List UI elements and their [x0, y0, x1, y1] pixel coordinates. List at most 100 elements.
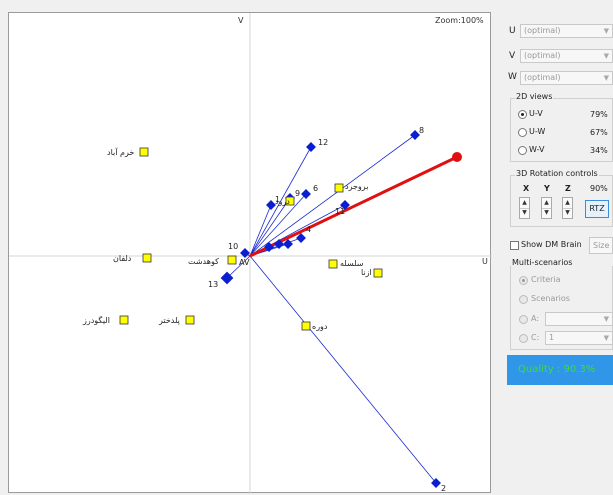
alternative-marker-azna[interactable] — [373, 268, 383, 278]
alternative-marker-kouhdasht[interactable] — [227, 255, 237, 265]
alternative-marker-boroujerd[interactable] — [334, 183, 344, 193]
alternative-marker-aligudarz[interactable] — [119, 315, 129, 325]
decision-axis — [249, 155, 458, 258]
rotation-z-spinner[interactable]: ▲ ▼ — [562, 197, 573, 219]
combo-w[interactable]: (optimal) ▼ — [520, 71, 613, 85]
criterion-marker-12[interactable] — [306, 142, 316, 152]
chevron-down-icon: ▼ — [603, 315, 609, 323]
u-w-pct: 67% — [590, 128, 608, 137]
chevron-down-icon: ▼ — [603, 74, 609, 82]
radio-u-w-label: U-W — [529, 127, 546, 136]
rotation-y-label: Y — [544, 184, 550, 193]
dm-brain-size[interactable]: Size — [589, 237, 613, 254]
dm-brain-label: Show DM Brain — [521, 240, 582, 249]
alternative-marker-khorramabad[interactable] — [139, 147, 149, 157]
criterion-line-12 — [249, 146, 312, 257]
criterion-label-4: 4 — [306, 225, 311, 234]
arrow-up-icon[interactable]: ▲ — [520, 198, 529, 209]
combo-v-prefix: V — [509, 51, 516, 61]
arrow-down-icon[interactable]: ▼ — [565, 209, 570, 216]
criterion-label-9: 9 — [295, 189, 300, 198]
combo-u-prefix: U — [509, 26, 516, 36]
chevron-down-icon: ▼ — [603, 334, 609, 342]
rtz-button[interactable]: RTZ — [585, 200, 609, 218]
alternative-label-dorud: درود — [275, 197, 290, 206]
alternative-label-delfan: دلفان — [113, 254, 132, 263]
criterion-label-8: 8 — [419, 126, 424, 135]
criterion-marker-5[interactable] — [264, 242, 274, 252]
alternative-marker-dorud[interactable] — [285, 196, 295, 206]
dm-brain-checkbox[interactable] — [510, 241, 519, 250]
criterion-label-11: 11 — [335, 207, 345, 216]
criterion-marker-13[interactable] — [220, 271, 234, 285]
alternative-marker-delfan[interactable] — [142, 253, 152, 263]
rotation-x-label: X — [523, 184, 530, 193]
radio-a[interactable] — [519, 315, 528, 324]
radio-u-v[interactable] — [518, 110, 527, 119]
combo-w-value: (optimal) — [524, 73, 561, 82]
radio-u-v-label: U-V — [529, 109, 543, 118]
decision-axis-head — [452, 152, 462, 162]
criterion-marker-2[interactable] — [431, 478, 441, 488]
arrow-up-icon[interactable]: ▲ — [563, 198, 572, 209]
w-v-pct: 34% — [590, 146, 608, 155]
v-axis-label: V — [238, 16, 244, 25]
criterion-marker-10[interactable] — [240, 248, 250, 258]
rotation-pct: 90% — [590, 184, 608, 193]
combo-a[interactable]: ▼ — [545, 312, 613, 326]
radio-criteria[interactable] — [519, 276, 528, 285]
combo-c-value: 1 — [549, 333, 555, 342]
rotation-x-spinner[interactable]: ▲ ▼ — [519, 197, 530, 219]
combo-w-prefix: W — [508, 72, 517, 82]
criterion-line-6 — [249, 193, 307, 257]
criterion-line-9 — [249, 197, 291, 257]
criterion-marker-4[interactable] — [296, 233, 306, 243]
radio-u-w[interactable] — [518, 128, 527, 137]
alternative-label-doureh: دوره — [312, 322, 328, 331]
criterion-marker-11[interactable] — [340, 200, 350, 210]
criterion-marker-7[interactable] — [274, 239, 284, 249]
combo-v[interactable]: (optimal) ▼ — [520, 49, 613, 63]
chevron-down-icon: ▼ — [603, 52, 609, 60]
criterion-line-8 — [249, 134, 416, 257]
arrow-down-icon[interactable]: ▼ — [522, 209, 527, 216]
alternative-marker-doureh[interactable] — [301, 321, 311, 331]
rotation-y-spinner[interactable]: ▲ ▼ — [541, 197, 552, 219]
alternative-label-poldokhtar: پلدختر — [158, 316, 180, 325]
radio-scenarios-label: Scenarios — [531, 294, 570, 303]
arrow-up-icon[interactable]: ▲ — [542, 198, 551, 209]
alternative-label-khorramabad: خرم آباد — [107, 147, 134, 157]
criterion-marker-6[interactable] — [301, 189, 311, 199]
radio-criteria-label: Criteria — [531, 275, 561, 284]
combo-c[interactable]: 1 ▼ — [545, 331, 613, 345]
u-axis-label: U — [482, 257, 488, 266]
criterion-marker-3[interactable] — [283, 239, 293, 249]
criterion-label-10: 10 — [228, 242, 238, 251]
radio-w-v-label: W-V — [529, 145, 545, 154]
radio-c[interactable] — [519, 334, 528, 343]
alternative-label-boroujerd: بروجرد — [345, 182, 368, 191]
plot-canvas[interactable]: V U Zoom:100% — [9, 13, 492, 494]
rotation-z-label: Z — [565, 184, 571, 193]
combo-u-value: (optimal) — [524, 26, 561, 35]
criterion-label-2: 2 — [441, 484, 446, 493]
gaia-plot[interactable]: V U Zoom:100% — [8, 12, 492, 494]
arrow-down-icon[interactable]: ▼ — [544, 209, 549, 216]
axis-origin-label: AV — [239, 258, 250, 267]
radio-c-label: C: — [531, 333, 540, 342]
u-v-pct: 79% — [590, 110, 608, 119]
quality-indicator: Quality : 90.3% — [507, 355, 613, 385]
criteria-lines — [226, 134, 437, 484]
alternative-marker-selseleh[interactable] — [328, 259, 338, 269]
alternative-marker-poldokhtar[interactable] — [185, 315, 195, 325]
combo-u[interactable]: (optimal) ▼ — [520, 24, 613, 38]
radio-w-v[interactable] — [518, 146, 527, 155]
combo-v-value: (optimal) — [524, 51, 561, 60]
criterion-marker-1[interactable] — [266, 200, 276, 210]
criterion-line-2 — [249, 255, 437, 484]
rotation-title: 3D Rotation controls — [515, 169, 599, 178]
criterion-marker-8[interactable] — [410, 130, 420, 140]
radio-scenarios[interactable] — [519, 295, 528, 304]
radio-a-label: A: — [531, 314, 540, 323]
alternative-label-selseleh: سلسله — [340, 259, 364, 268]
